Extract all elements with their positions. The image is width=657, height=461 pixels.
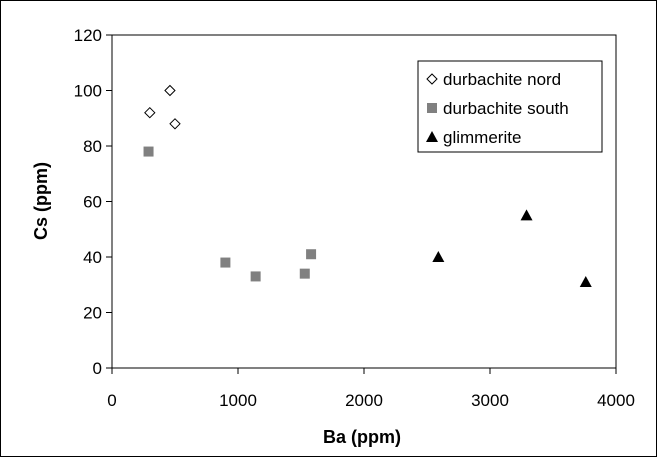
legend: durbachite nord durbachite south glimmerit…: [417, 60, 603, 153]
y-tick-label: 80: [83, 137, 102, 156]
data-point: [299, 268, 310, 279]
data-point: [432, 251, 445, 262]
x-tick-label: 1000: [219, 391, 257, 410]
x-tick-label: 4000: [597, 391, 635, 410]
legend-label: durbachite nord: [443, 70, 561, 89]
y-tick-label: 20: [83, 304, 102, 323]
data-point: [250, 271, 261, 282]
legend-marker: [426, 131, 438, 142]
x-tick-label: 0: [107, 391, 116, 410]
y-tick-label: 40: [83, 248, 102, 267]
legend-marker: [427, 103, 437, 113]
x-tick-label: 3000: [471, 391, 509, 410]
data-point: [579, 275, 592, 287]
x-axis-title: Ba (ppm): [323, 427, 401, 447]
data-point: [306, 249, 317, 260]
data-point: [220, 257, 231, 268]
legend-label: durbachite south: [443, 99, 569, 118]
data-point: [144, 106, 156, 119]
y-tick-label: 100: [74, 82, 102, 101]
legend-label: glimmerite: [443, 128, 521, 147]
data-point: [520, 209, 533, 221]
data-point: [169, 118, 181, 130]
y-tick-label: 0: [93, 359, 102, 378]
legend-box: [417, 60, 603, 153]
data-point: [143, 146, 154, 157]
data-points: [143, 84, 592, 287]
y-axis-ticks: 0 20 40 60 80 100 120: [74, 26, 112, 378]
x-axis-ticks: 0 1000 2000 3000 4000: [107, 368, 635, 410]
data-point: [164, 84, 176, 97]
y-axis-title: Cs (ppm): [31, 162, 51, 240]
x-tick-label: 2000: [345, 391, 383, 410]
legend-marker: [426, 73, 438, 85]
y-tick-label: 120: [74, 26, 102, 45]
y-tick-label: 60: [83, 193, 102, 212]
